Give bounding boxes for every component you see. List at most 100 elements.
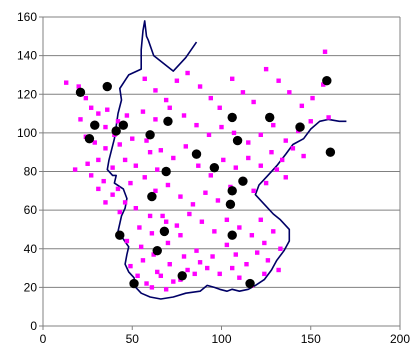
- small-square-point: [171, 279, 176, 284]
- small-square-point: [142, 76, 147, 81]
- large-circle-point: [238, 176, 248, 186]
- small-square-point: [263, 66, 269, 72]
- small-square-point: [215, 198, 221, 203]
- small-square-point: [233, 165, 238, 170]
- y-tick-label: 140: [17, 49, 37, 63]
- gridlines: [43, 16, 400, 288]
- small-square-point: [160, 213, 165, 219]
- small-square-point: [224, 217, 230, 222]
- small-square-point: [167, 105, 172, 110]
- small-square-point: [290, 146, 296, 151]
- large-circle-point: [325, 147, 336, 157]
- small-square-point: [197, 260, 203, 265]
- small-square-point: [165, 182, 171, 188]
- small-square-point: [133, 163, 139, 168]
- small-square-point: [96, 186, 101, 192]
- small-square-point: [78, 117, 83, 122]
- small-square-point: [149, 231, 155, 236]
- large-circle-point: [227, 112, 237, 123]
- small-square-point: [276, 267, 281, 273]
- large-circle-point: [227, 186, 237, 196]
- small-square-point: [110, 192, 115, 197]
- large-circle-point: [177, 271, 187, 281]
- small-square-point: [153, 117, 158, 122]
- small-square-point: [165, 240, 171, 246]
- small-square-point: [153, 188, 158, 194]
- large-circle-point: [102, 81, 112, 92]
- small-square-point: [206, 132, 212, 138]
- small-square-point: [147, 149, 153, 155]
- small-square-point: [115, 119, 121, 124]
- small-square-point: [258, 132, 263, 138]
- small-square-point: [283, 138, 288, 143]
- small-square-point: [158, 148, 164, 153]
- small-square-point: [231, 130, 237, 136]
- small-square-point: [246, 140, 251, 145]
- large-circle-point: [75, 87, 86, 98]
- small-square-point: [142, 175, 147, 180]
- x-tick-label: 200: [390, 332, 410, 346]
- large-circle-point: [161, 166, 171, 177]
- small-square-point: [276, 78, 281, 83]
- small-square-point: [96, 111, 101, 116]
- small-square-point: [130, 136, 135, 141]
- small-square-point: [72, 167, 78, 172]
- small-square-point: [246, 155, 251, 161]
- outline-curve: [106, 20, 347, 300]
- small-square-point: [287, 90, 292, 95]
- small-square-point: [203, 190, 208, 195]
- large-circle-point: [191, 149, 202, 159]
- large-circle-point: [295, 122, 305, 132]
- small-square-point: [144, 138, 149, 143]
- small-square-point: [271, 122, 276, 128]
- small-square-point: [262, 271, 267, 277]
- small-square-point: [122, 200, 128, 205]
- small-square-point: [217, 105, 222, 110]
- small-square-point: [163, 97, 169, 103]
- small-square-point: [128, 180, 133, 186]
- small-square-point: [205, 265, 210, 271]
- small-square-point: [251, 99, 256, 105]
- small-square-point: [137, 225, 142, 230]
- small-square-point: [210, 254, 215, 259]
- small-square-point: [155, 167, 160, 172]
- small-square-point: [124, 238, 130, 244]
- small-square-point: [187, 211, 192, 217]
- y-tick-label: 160: [17, 10, 37, 24]
- large-circle-point: [147, 191, 157, 202]
- small-square-point: [147, 213, 153, 219]
- large-circle-point: [227, 230, 237, 240]
- small-square-point: [140, 109, 146, 114]
- small-square-point: [178, 194, 183, 199]
- small-square-point: [299, 103, 305, 109]
- small-square-point: [178, 233, 183, 238]
- small-square-point: [140, 258, 146, 263]
- small-square-point: [237, 275, 242, 280]
- small-square-point: [263, 180, 269, 186]
- small-square-point: [217, 271, 222, 277]
- small-square-point: [115, 186, 121, 192]
- small-square-point: [265, 258, 271, 263]
- large-circle-point: [115, 230, 125, 240]
- small-square-point: [144, 281, 149, 286]
- small-square-point: [122, 157, 128, 163]
- small-square-point: [199, 219, 205, 224]
- small-square-point: [224, 242, 230, 248]
- small-square-point: [135, 273, 140, 278]
- small-square-point: [258, 217, 263, 222]
- large-circle-point: [159, 226, 170, 237]
- small-square-point: [83, 95, 89, 101]
- small-square-point: [212, 229, 217, 234]
- small-square-point: [171, 155, 176, 161]
- small-square-point: [185, 267, 190, 273]
- small-square-point: [262, 240, 267, 246]
- small-square-point: [96, 157, 101, 163]
- y-tick-label: 120: [17, 87, 37, 101]
- y-tick-label: 40: [24, 242, 38, 256]
- small-square-point: [219, 124, 224, 130]
- large-circle-point: [264, 112, 275, 123]
- small-square-point: [326, 115, 331, 120]
- small-square-point: [103, 146, 108, 151]
